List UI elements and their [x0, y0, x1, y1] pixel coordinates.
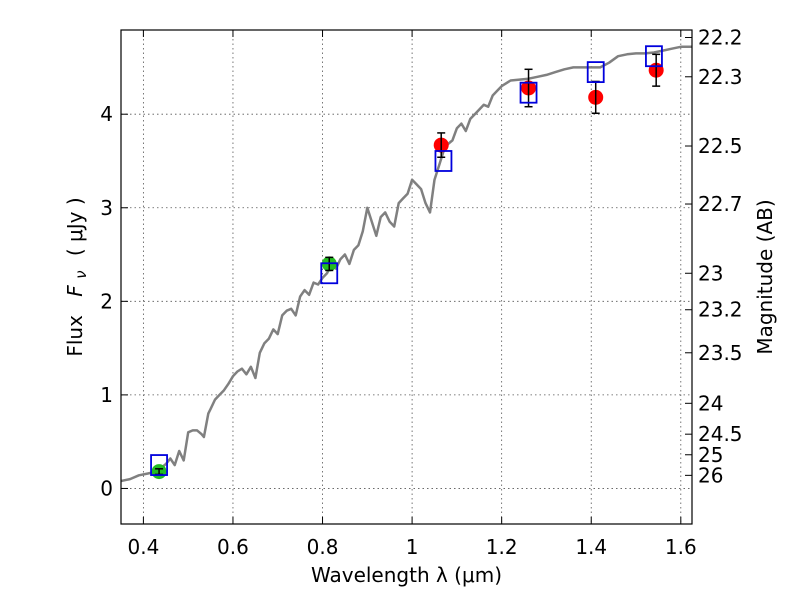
magnitude-axis-label: Magnitude (AB)	[753, 199, 777, 354]
y-tick-label: 0	[100, 476, 113, 500]
y-tick-label: 3	[100, 196, 113, 220]
x-tick-label: 1.2	[486, 535, 518, 559]
x-axis-label: Wavelength λ (μm)	[311, 563, 502, 587]
blue-square-point	[519, 81, 538, 104]
y-tick-label: 2	[100, 289, 113, 313]
magnitude-tick-label: 22.7	[698, 192, 743, 216]
magnitude-tick-label: 23.2	[698, 298, 743, 322]
x-tick-label: 0.6	[217, 535, 249, 559]
data-points	[150, 45, 664, 480]
y-axis-label-unit: ( μJy )	[63, 197, 87, 256]
blue-square-point	[645, 45, 663, 68]
x-tick-label: 0.4	[127, 535, 159, 559]
magnitude-tick-label: 23.5	[698, 341, 743, 365]
magnitude-tick-label: 22.5	[698, 134, 743, 158]
y-tick-label: 4	[100, 102, 113, 126]
x-tick-label: 1	[406, 535, 419, 559]
magnitude-tick-label: 24	[698, 391, 723, 415]
blue-square-point	[150, 454, 168, 476]
blue-square-point	[434, 150, 453, 172]
magnitude-tick-label: 26	[698, 463, 723, 487]
model-sed-line	[121, 45, 692, 483]
magnitude-tick-label: 22.2	[698, 25, 743, 49]
y-axis-label: Flux F ν ( μJy )	[63, 197, 91, 356]
y-axis-label-prefix: Flux	[63, 315, 87, 357]
x-tick-label: 1.6	[665, 535, 697, 559]
axis-ticks: 0.4 0.6 0.8 1 1.2 1.4 1.60123422.222.322.522.7…	[100, 25, 742, 559]
plot-frame	[120, 29, 693, 525]
x-tick-label: 0.8	[307, 535, 339, 559]
x-tick-label: 1.4	[575, 535, 607, 559]
blue-square-point	[320, 262, 339, 285]
y-axis-label-subscript: ν	[72, 270, 90, 278]
grid-lines	[121, 30, 692, 524]
magnitude-tick-label: 23	[698, 261, 723, 285]
y-axis-label-symbol: F	[63, 285, 87, 297]
magnitude-tick-label: 25	[698, 443, 723, 467]
model-sed-curve	[121, 45, 692, 483]
magnitude-tick-label: 24.5	[698, 422, 743, 446]
blue-square-point	[586, 61, 605, 84]
magnitude-tick-label: 22.3	[698, 65, 743, 89]
y-tick-label: 1	[100, 383, 113, 407]
